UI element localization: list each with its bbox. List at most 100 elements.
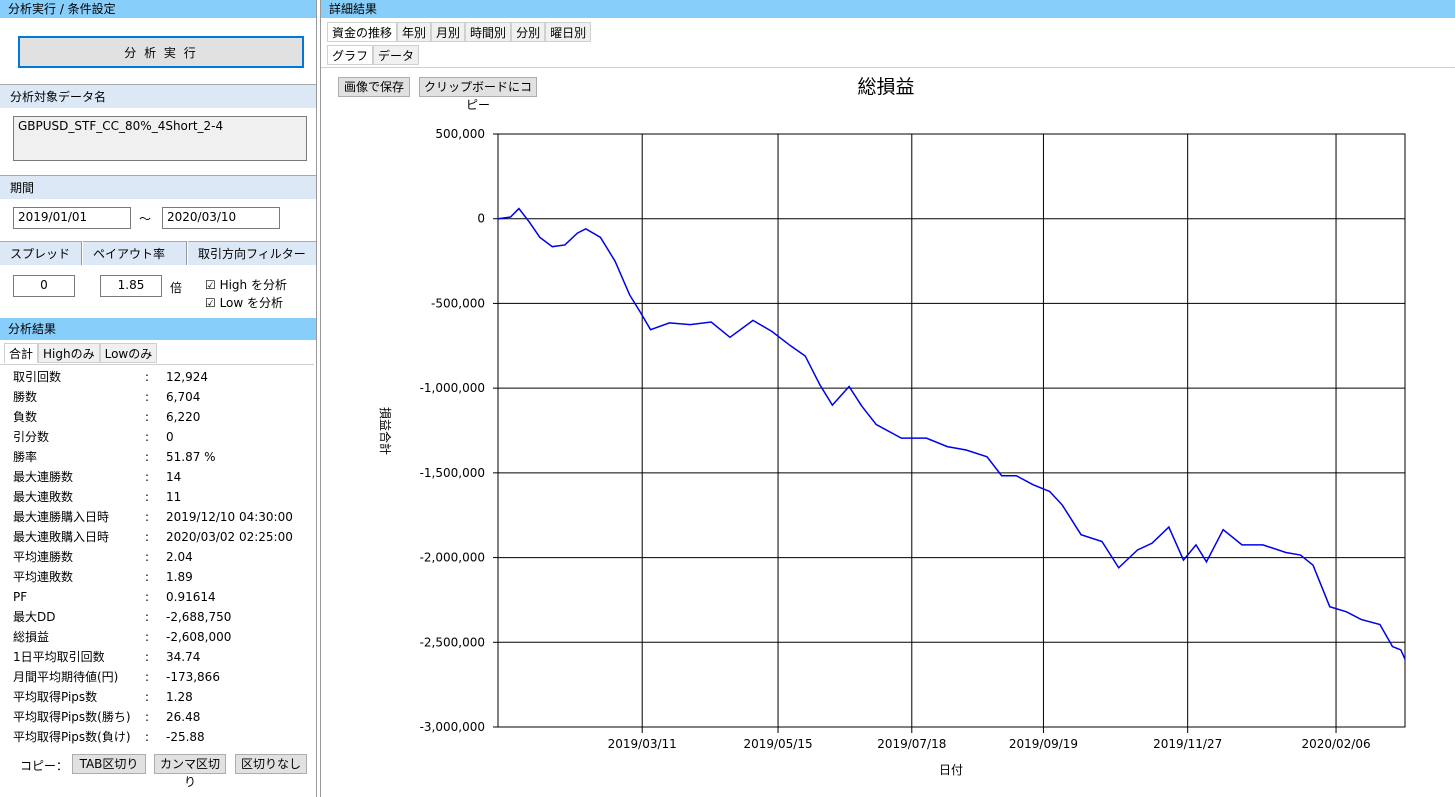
result-value: 6,704: [166, 390, 201, 404]
view-tabs: グラフ データ: [327, 45, 420, 65]
result-value: 0: [166, 430, 174, 444]
separator: :: [145, 690, 150, 704]
copy-clipboard-button[interactable]: クリップボードにコピー: [419, 77, 537, 112]
panel-header: 分析実行 / 条件設定: [0, 0, 316, 18]
result-label: 勝数: [13, 390, 38, 404]
separator: :: [145, 610, 150, 624]
result-value: 2.04: [166, 550, 193, 564]
checkbox-label: High を分析: [219, 278, 287, 292]
result-label: 1日平均取引回数: [13, 650, 105, 664]
result-value: 14: [166, 470, 182, 484]
result-value: 6,220: [166, 410, 201, 424]
separator: :: [145, 730, 150, 744]
section-title: 期間: [0, 175, 316, 199]
tab[interactable]: 月別: [431, 22, 466, 42]
detail-tabs: 資金の推移 年別 月別 時間別 分別 曜日別: [327, 22, 592, 42]
unit: 倍: [170, 281, 183, 295]
result-label: 最大DD: [13, 610, 56, 624]
copy-button[interactable]: 区切りなし: [235, 754, 307, 774]
section-title: 分析対象データ名: [0, 84, 316, 108]
result-label: 最大連敗数: [13, 490, 74, 504]
separator: :: [145, 630, 150, 644]
data-name-field[interactable]: GBPUSD_STF_CC_80%_4Short_2-4: [13, 116, 307, 161]
section-title: ペイアウト率: [83, 241, 187, 265]
result-label: 取引回数: [13, 370, 62, 384]
result-label: 勝率: [13, 450, 38, 464]
result-label: 平均取得Pips数(勝ち): [13, 710, 131, 724]
separator: :: [145, 450, 150, 464]
result-tabs: 合計 Highのみ Lowのみ: [4, 343, 158, 363]
tab[interactable]: Highのみ: [38, 343, 100, 363]
end-date[interactable]: 2020/03/10: [162, 207, 280, 229]
left-panel: 分析実行 / 条件設定 分 析 実 行 分析対象データ名 GBPUSD_STF_…: [0, 0, 317, 797]
result-label: 月間平均期待値(円): [13, 670, 119, 684]
copy-button[interactable]: TAB区切り: [72, 754, 146, 774]
separator: :: [145, 370, 150, 384]
result-value: 51.87 %: [166, 450, 216, 464]
copy-label: コピー：: [20, 759, 69, 773]
spread-input[interactable]: 0: [13, 275, 75, 297]
separator: :: [145, 390, 150, 404]
separator: :: [145, 490, 150, 504]
checkbox-label: Low を分析: [219, 296, 284, 310]
tilde: ～: [139, 212, 152, 226]
separator: :: [145, 530, 150, 544]
separator: :: [145, 550, 150, 564]
result-label: 平均連勝数: [13, 550, 74, 564]
separator: :: [145, 410, 150, 424]
result-value: 2019/12/10 04:30:00: [166, 510, 293, 524]
payout-input[interactable]: 1.85: [100, 275, 162, 297]
result-label: 最大連勝購入日時: [13, 510, 110, 524]
section-title: 分析結果: [0, 318, 316, 340]
run-button[interactable]: 分 析 実 行: [18, 36, 304, 68]
result-value: 1.28: [166, 690, 193, 704]
result-list: 取引回数: 12,924 勝数: 6,704 負数: 6,220 引分数: 0 勝率: 51.87…: [0, 364, 314, 755]
result-value: 34.74: [166, 650, 201, 664]
result-label: 最大連敗購入日時: [13, 530, 110, 544]
separator: :: [145, 510, 150, 524]
result-value: 2020/03/02 02:25:00: [166, 530, 293, 544]
result-label: 平均取得Pips数: [13, 690, 98, 704]
result-value: 12,924: [166, 370, 208, 384]
result-label: 平均取得Pips数(負け): [13, 730, 131, 744]
tab[interactable]: グラフ: [327, 45, 374, 65]
save-image-button[interactable]: 画像で保存: [338, 77, 410, 97]
result-value: 0.91614: [166, 590, 216, 604]
result-value: 26.48: [166, 710, 201, 724]
separator: :: [145, 670, 150, 684]
tab[interactable]: Lowのみ: [99, 343, 158, 363]
section-title: スプレッド: [0, 241, 82, 265]
result-label: 引分数: [13, 430, 50, 444]
copy-button[interactable]: カンマ区切り: [154, 754, 226, 789]
result-value: -25.88: [166, 730, 205, 744]
result-value: -2,688,750: [166, 610, 232, 624]
result-label: 最大連勝数: [13, 470, 74, 484]
separator: :: [145, 470, 150, 484]
tab[interactable]: 資金の推移: [327, 22, 398, 42]
tab[interactable]: 年別: [397, 22, 432, 42]
result-label: 負数: [13, 410, 38, 424]
tab[interactable]: 曜日別: [545, 22, 592, 42]
panel-header: 詳細結果: [321, 0, 1455, 18]
checkbox[interactable]: ☑ High を分析: [205, 278, 287, 292]
result-value: -173,866: [166, 670, 220, 684]
result-value: 11: [166, 490, 182, 504]
separator: :: [145, 710, 150, 724]
tab[interactable]: データ: [373, 45, 420, 65]
section-title: 取引方向フィルター: [188, 241, 316, 265]
checkbox[interactable]: ☑ Low を分析: [205, 296, 284, 310]
start-date[interactable]: 2019/01/01: [13, 207, 131, 229]
result-label: 総損益: [13, 630, 50, 644]
tab[interactable]: 時間別: [465, 22, 512, 42]
divider: [321, 67, 1455, 68]
separator: :: [145, 430, 150, 444]
result-value: 1.89: [166, 570, 193, 584]
tab[interactable]: 分別: [511, 22, 546, 42]
separator: :: [145, 590, 150, 604]
separator: :: [145, 650, 150, 664]
separator: :: [145, 570, 150, 584]
tab[interactable]: 合計: [4, 343, 39, 363]
result-value: -2,608,000: [166, 630, 232, 644]
result-label: PF: [13, 590, 28, 604]
